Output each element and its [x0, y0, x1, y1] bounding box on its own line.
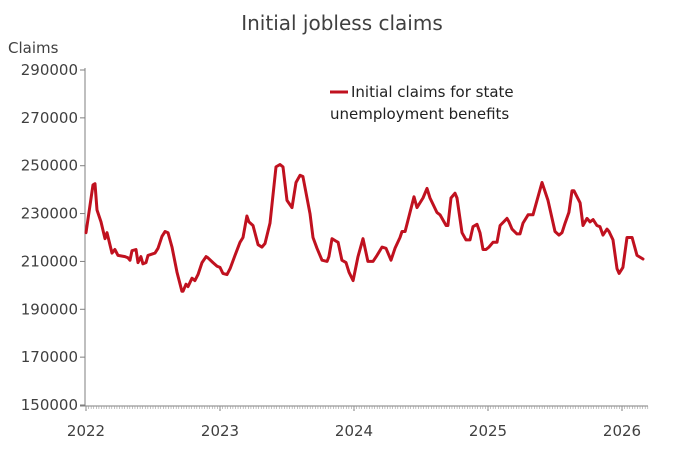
- x-tick-label: 2025: [469, 422, 507, 440]
- y-tick-label: 210000: [21, 252, 78, 270]
- y-tick-label: 170000: [21, 348, 78, 366]
- x-tick-label: 2022: [67, 422, 105, 440]
- y-tick-label: 230000: [21, 205, 78, 223]
- y-tick-label: 290000: [21, 61, 78, 79]
- y-tick-label: 150000: [21, 396, 78, 414]
- legend: Initial claims for state unemployment be…: [330, 83, 514, 123]
- y-axis-label: Claims: [8, 39, 59, 57]
- legend-label-line1: Initial claims for state: [351, 83, 514, 101]
- y-tick-label: 270000: [21, 109, 78, 127]
- x-tick-label: 2024: [335, 422, 373, 440]
- x-tick-label: 2026: [603, 422, 641, 440]
- legend-label-line2: unemployment benefits: [330, 105, 509, 123]
- chart-title: Initial jobless claims: [241, 11, 443, 35]
- y-tick-label: 250000: [21, 157, 78, 175]
- x-tick-label: 2023: [201, 422, 239, 440]
- series-line-initial-claims: [84, 163, 645, 293]
- y-tick-label: 190000: [21, 300, 78, 318]
